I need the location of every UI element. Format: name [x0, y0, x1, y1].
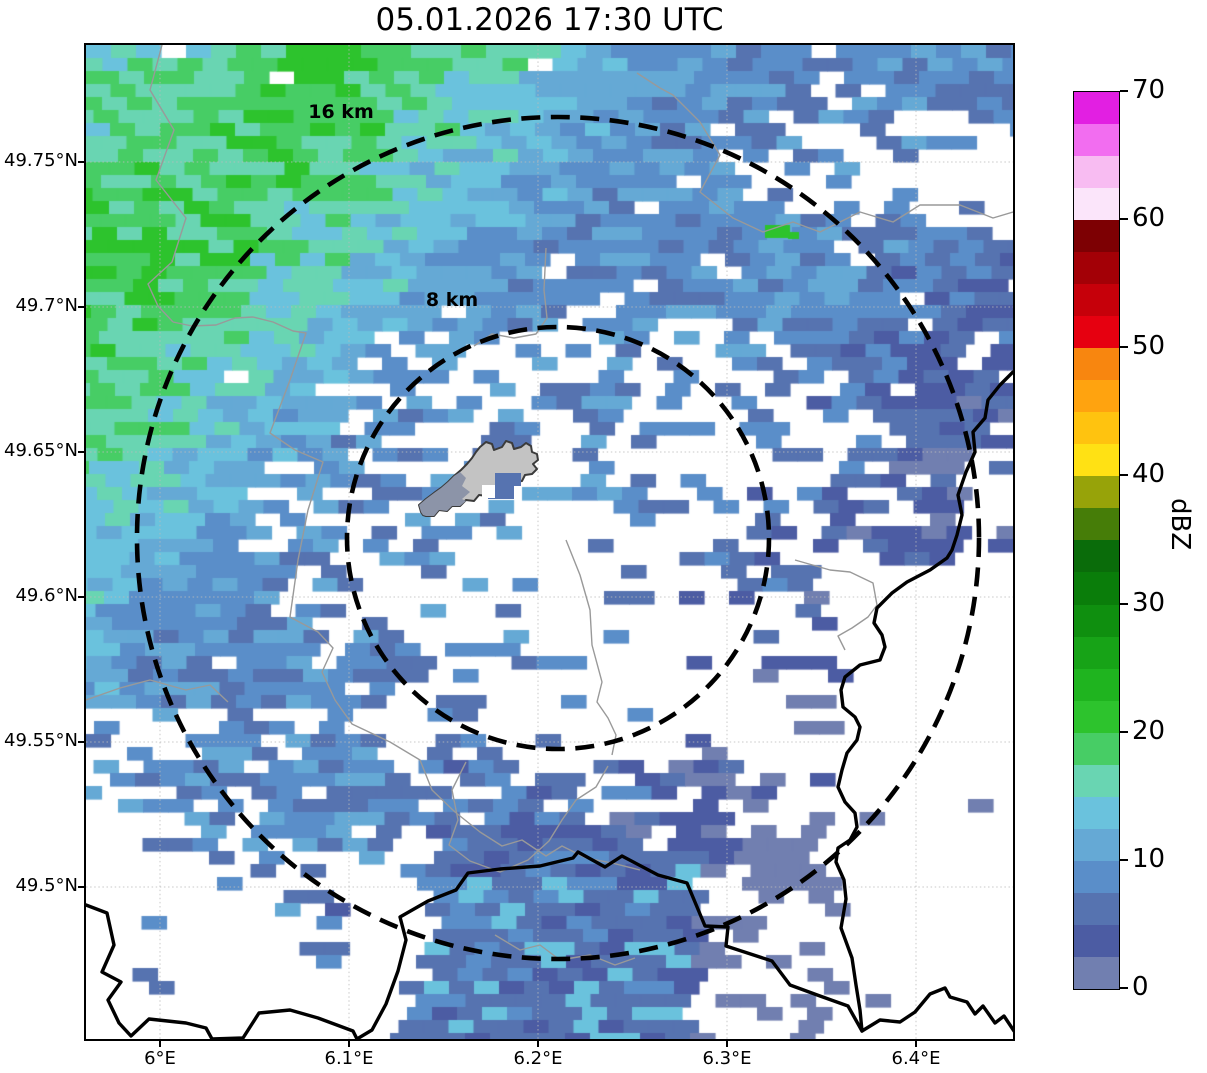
colorbar-segment [1074, 284, 1119, 317]
colorbar-segment [1074, 604, 1119, 637]
colorbar-tick-mark [1120, 474, 1128, 477]
x-tick-label: 6.1°E [324, 1048, 374, 1069]
admin-border-path [794, 559, 878, 651]
colorbar-tick-mark [1120, 346, 1128, 349]
x-tick-mark [159, 1039, 161, 1047]
colorbar-segment [1074, 700, 1119, 733]
map-plot-area: 16 km 8 km [84, 43, 1015, 1041]
x-tick-mark [915, 1039, 917, 1047]
colorbar-tick-mark [1120, 730, 1128, 733]
y-tick-mark [78, 161, 86, 163]
range-ring [344, 324, 772, 752]
colorbar-tick-label: 40 [1132, 459, 1166, 490]
colorbar-tick-mark [1120, 987, 1128, 989]
admin-border-path [473, 247, 548, 347]
admin-border-path [86, 679, 229, 703]
colorbar-tick-mark [1120, 218, 1128, 221]
admin-border-path [147, 45, 187, 323]
colorbar-segment [1074, 540, 1119, 573]
colorbar-segment [1074, 92, 1119, 125]
colorbar-tick-mark [1120, 90, 1128, 92]
radar-field-canvas [86, 45, 1013, 1039]
colorbar [1073, 91, 1120, 990]
colorbar-segment [1074, 156, 1119, 189]
y-tick-mark [78, 596, 86, 598]
colorbar-segment [1074, 892, 1119, 925]
range-ring [134, 114, 982, 962]
colorbar-segment [1074, 956, 1119, 989]
admin-border-path [636, 72, 1013, 233]
y-tick-mark [78, 306, 86, 308]
country-border-path [86, 850, 864, 1039]
y-tick-label: 49.6°N [15, 585, 78, 606]
colorbar-segment [1074, 476, 1119, 509]
colorbar-segment [1074, 188, 1119, 221]
colorbar-segment [1074, 412, 1119, 445]
colorbar-segment [1074, 444, 1119, 477]
colorbar-segment [1074, 220, 1119, 253]
y-tick-mark [78, 886, 86, 888]
range-ring-label: 16 km [308, 101, 374, 123]
x-tick-mark [726, 1039, 728, 1047]
x-tick-label: 6°E [144, 1048, 176, 1069]
colorbar-segment [1074, 764, 1119, 797]
y-tick-label: 49.75°N [4, 150, 78, 171]
plot-title: 05.01.2026 17:30 UTC [375, 2, 724, 38]
x-tick-label: 6.2°E [513, 1048, 563, 1069]
radar-cell-over-city [482, 485, 495, 498]
x-tick-mark [537, 1039, 539, 1047]
colorbar-segment [1074, 124, 1119, 157]
country-border-path [834, 370, 1013, 1033]
y-tick-mark [78, 741, 86, 743]
colorbar-segment [1074, 828, 1119, 861]
colorbar-segment [1074, 508, 1119, 541]
colorbar-segment [1074, 316, 1119, 349]
colorbar-tick-label: 20 [1132, 715, 1166, 746]
x-tick-label: 6.3°E [702, 1048, 752, 1069]
colorbar-segment [1074, 732, 1119, 765]
colorbar-segment [1074, 572, 1119, 605]
admin-border-path [565, 539, 617, 756]
colorbar-segment [1074, 668, 1119, 701]
y-tick-label: 49.55°N [4, 730, 78, 751]
x-tick-mark [348, 1039, 350, 1047]
colorbar-title: dBZ [1165, 497, 1195, 550]
colorbar-tick-label: 0 [1132, 972, 1149, 1002]
colorbar-tick-label: 70 [1132, 75, 1166, 105]
colorbar-tick-label: 30 [1132, 587, 1166, 618]
colorbar-segment [1074, 380, 1119, 413]
y-tick-mark [78, 451, 86, 453]
city-polygon-sw-lobe [419, 472, 470, 516]
colorbar-tick-label: 60 [1132, 203, 1166, 234]
colorbar-segment [1074, 860, 1119, 893]
radar-cell-over-city [495, 473, 521, 486]
colorbar-tick-mark [1120, 602, 1128, 605]
y-tick-label: 49.65°N [4, 440, 78, 461]
colorbar-segment [1074, 796, 1119, 829]
y-tick-label: 49.7°N [15, 295, 78, 316]
admin-border-path [448, 761, 609, 873]
colorbar-tick-mark [1120, 858, 1128, 861]
colorbar-tick-label: 50 [1132, 331, 1166, 362]
x-tick-label: 6.4°E [891, 1048, 941, 1069]
admin-border-path [172, 316, 641, 871]
y-tick-label: 49.5°N [15, 875, 78, 896]
colorbar-segment [1074, 348, 1119, 381]
range-ring-label: 8 km [426, 289, 478, 311]
colorbar-tick-label: 10 [1132, 843, 1166, 874]
map-overlay: 16 km 8 km [86, 45, 1013, 1039]
colorbar-segment [1074, 636, 1119, 669]
colorbar-segment [1074, 252, 1119, 285]
colorbar-segment [1074, 924, 1119, 957]
